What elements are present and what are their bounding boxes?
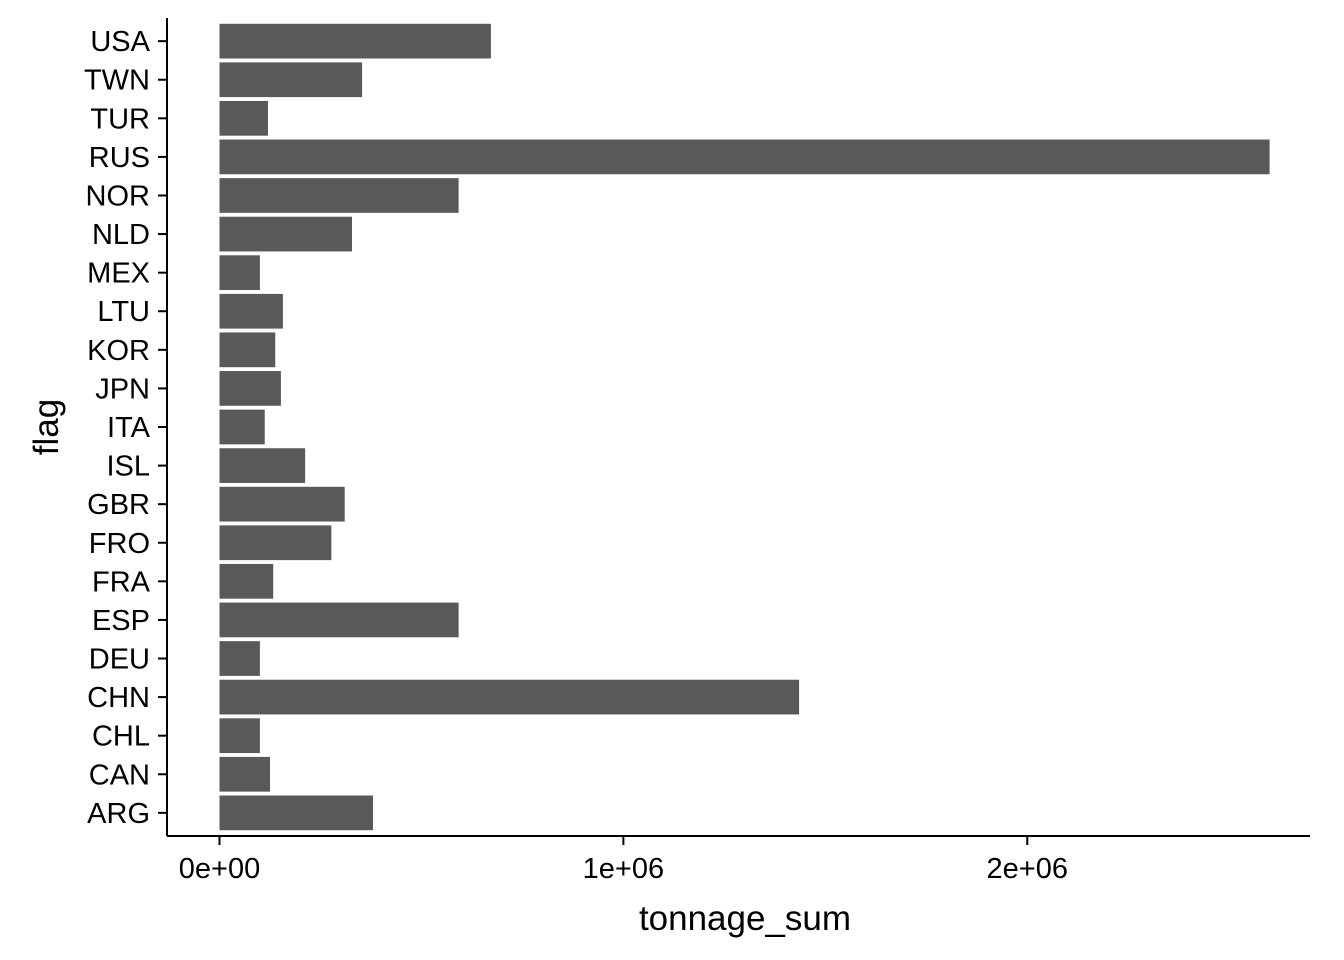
y-tick-label-usa: USA: [90, 26, 150, 58]
y-tick-label-nld: NLD: [92, 219, 150, 251]
y-tick-label-tur: TUR: [90, 103, 150, 135]
y-tick-label-arg: ARG: [87, 798, 150, 830]
x-tick-label-0: 0e+00: [179, 853, 260, 885]
bar-fro: [219, 525, 332, 561]
y-tick-label-isl: ISL: [106, 451, 150, 483]
y-tick-label-twn: TWN: [84, 65, 150, 97]
y-tick-label-jpn: JPN: [95, 373, 150, 405]
y-tick-label-mex: MEX: [87, 258, 150, 290]
bar-rus: [219, 139, 1270, 175]
y-tick-label-fra: FRA: [92, 566, 151, 598]
y-tick-label-deu: DEU: [89, 644, 150, 676]
y-tick-label-ita: ITA: [107, 412, 151, 444]
y-tick-label-chl: CHL: [92, 721, 150, 753]
bar-isl: [219, 448, 306, 483]
bar-can: [219, 756, 270, 792]
bar-jpn: [219, 371, 281, 406]
y-tick-label-rus: RUS: [89, 142, 150, 174]
y-tick-label-esp: ESP: [92, 605, 150, 637]
y-tick-label-chn: CHN: [87, 682, 150, 714]
bar-esp: [219, 602, 459, 638]
bar-tur: [219, 100, 268, 136]
y-axis-title: flag: [27, 399, 66, 455]
bar-arg: [219, 795, 373, 831]
y-tick-label-ltu: LTU: [97, 296, 150, 328]
bar-usa: [219, 23, 491, 59]
y-tick-label-fro: FRO: [89, 528, 150, 560]
x-tick-label-2: 2e+06: [987, 853, 1068, 885]
bar-nor: [219, 178, 459, 213]
bar-nld: [219, 216, 352, 252]
bar-mex: [219, 255, 260, 291]
bar-twn: [219, 62, 363, 98]
bar-gbr: [219, 486, 345, 522]
bar-chn: [219, 679, 800, 715]
y-tick-label-gbr: GBR: [87, 489, 150, 521]
y-tick-label-can: CAN: [89, 759, 150, 791]
bar-fra: [219, 563, 274, 599]
bars-group: [219, 23, 1270, 831]
x-axis-ticks: 0e+00 1e+06 2e+06: [179, 836, 1068, 885]
bar-kor: [219, 332, 276, 368]
bar-ita: [219, 409, 265, 445]
x-tick-label-1: 1e+06: [583, 853, 664, 885]
bar-deu: [219, 641, 260, 676]
y-tick-label-nor: NOR: [86, 180, 150, 212]
y-axis-ticks: ARG CAN CHL CHN DEU ESP FRA FRO GBR ISL ITA JPN KOR L…: [84, 26, 167, 830]
bar-chl: [219, 718, 260, 754]
x-axis-title: tonnage_sum: [639, 899, 851, 938]
bar-ltu: [219, 293, 283, 329]
y-tick-label-kor: KOR: [87, 335, 150, 367]
